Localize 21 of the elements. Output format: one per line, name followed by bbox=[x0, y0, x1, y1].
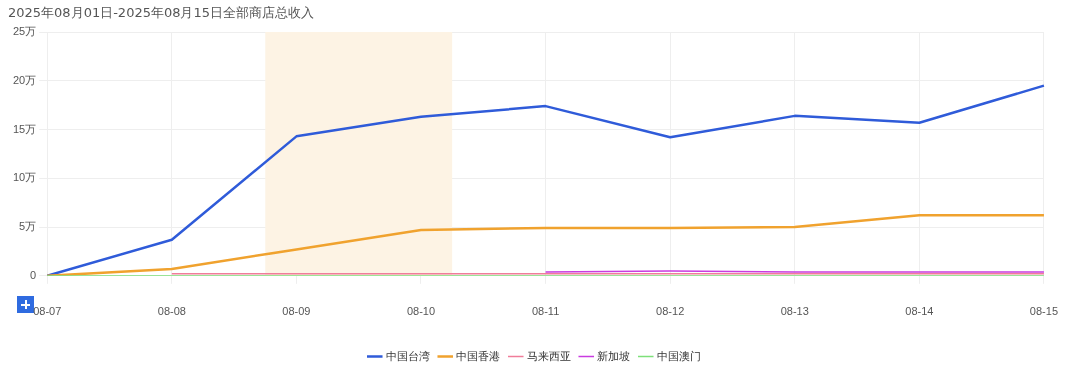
legend-label: 中国香港 bbox=[456, 349, 501, 362]
legend-label: 马来西亚 bbox=[526, 349, 571, 362]
x-tick-label: 08-11 bbox=[531, 305, 560, 318]
y-tick-label: 25万 bbox=[12, 25, 37, 38]
chart-title: 2025年08月01日-2025年08月15日全部商店总收入 bbox=[8, 4, 315, 22]
y-tick-label: 15万 bbox=[12, 122, 37, 135]
legend-label: 中国澳门 bbox=[656, 349, 701, 362]
x-tick-label: 08-10 bbox=[406, 305, 436, 318]
x-tick-label: 08-07 bbox=[33, 305, 62, 318]
x-tick-label: 08-08 bbox=[157, 305, 186, 318]
legend-label: 中国台湾 bbox=[385, 349, 430, 362]
x-tick-label: 08-15 bbox=[1029, 305, 1058, 318]
y-tick-label: 5万 bbox=[19, 220, 37, 233]
x-tick-label: 08-14 bbox=[905, 305, 934, 318]
y-tick-label: 20万 bbox=[12, 73, 37, 86]
x-tick-label: 08-13 bbox=[780, 305, 809, 318]
legend-label: 新加坡 bbox=[597, 349, 631, 362]
y-tick-label: 10万 bbox=[12, 171, 37, 184]
y-tick-label: 0 bbox=[30, 268, 37, 281]
x-tick-label: 08-09 bbox=[282, 305, 311, 318]
x-tick-label: 08-12 bbox=[656, 305, 685, 318]
